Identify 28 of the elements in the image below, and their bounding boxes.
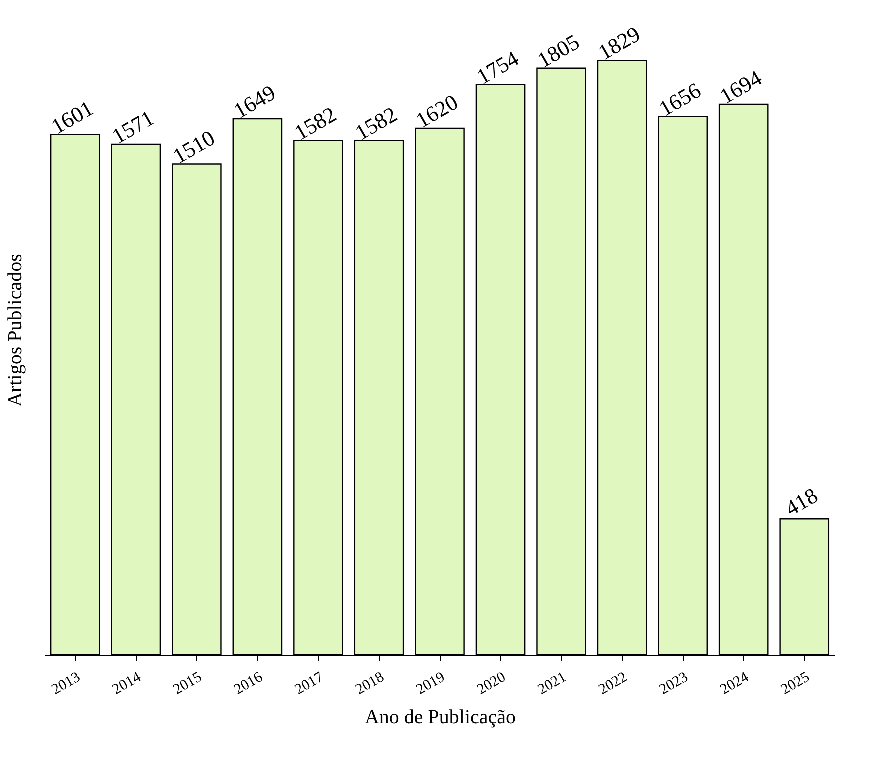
- data-label: 1656: [654, 78, 706, 122]
- x-tick-label: 2015: [170, 670, 205, 698]
- x-tick-label: 2022: [596, 670, 630, 698]
- x-tick-label: 2014: [110, 669, 145, 698]
- x-tick-label: 2018: [353, 670, 388, 698]
- x-tick-label: 2016: [232, 669, 266, 698]
- x-tick-label: 2019: [414, 670, 448, 698]
- data-label: 1582: [290, 102, 341, 146]
- data-label: 1754: [472, 46, 524, 90]
- data-label: 1601: [47, 96, 98, 140]
- data-label: 1829: [594, 21, 645, 66]
- data-label: 418: [781, 482, 822, 521]
- y-axis-title: Artigos Publicados: [4, 254, 26, 407]
- x-tick-label: 2020: [474, 670, 509, 698]
- x-tick-label: 2013: [49, 670, 84, 698]
- x-tick-label: 2017: [292, 669, 327, 698]
- data-label: 1571: [108, 105, 158, 149]
- x-axis-title: Ano de Publicação: [364, 706, 516, 728]
- x-tick-label: 2021: [536, 670, 570, 698]
- x-tick-label: 2023: [657, 670, 692, 698]
- x-tick-label: 2025: [778, 670, 813, 698]
- data-label: 1805: [533, 29, 584, 73]
- x-tick-label: 2024: [718, 669, 752, 698]
- data-label: 1694: [715, 65, 766, 109]
- data-label: 1649: [229, 80, 280, 124]
- data-label: 1510: [168, 125, 220, 169]
- data-label: 1620: [412, 89, 462, 134]
- data-label: 1582: [350, 102, 402, 146]
